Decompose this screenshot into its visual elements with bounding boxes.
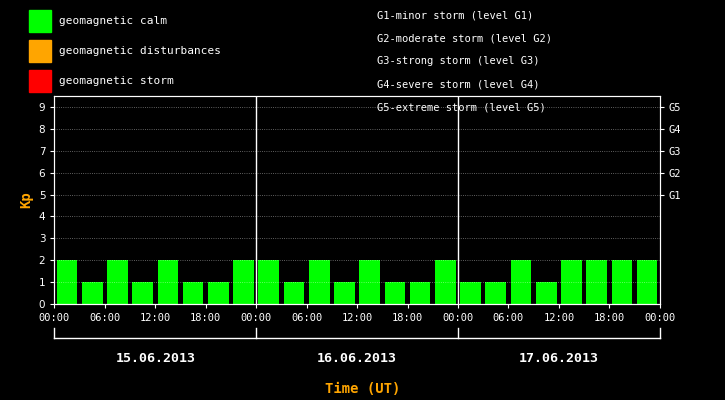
Bar [157,260,178,304]
Bar [233,260,254,304]
Bar [258,260,279,304]
Text: 15.06.2013: 15.06.2013 [115,352,195,364]
Bar [410,282,431,304]
Text: G1-minor storm (level G1): G1-minor storm (level G1) [377,10,534,20]
Y-axis label: Kp: Kp [19,192,33,208]
Bar [283,282,304,304]
Bar [435,260,456,304]
Bar [612,260,632,304]
Text: G3-strong storm (level G3): G3-strong storm (level G3) [377,56,539,66]
Text: G5-extreme storm (level G5): G5-extreme storm (level G5) [377,103,546,113]
Text: G2-moderate storm (level G2): G2-moderate storm (level G2) [377,33,552,43]
Text: 17.06.2013: 17.06.2013 [519,352,599,364]
Text: G4-severe storm (level G4): G4-severe storm (level G4) [377,80,539,90]
Text: Time (UT): Time (UT) [325,382,400,396]
Bar [587,260,607,304]
Bar [536,282,557,304]
Bar [208,282,228,304]
Bar [561,260,581,304]
Bar [460,282,481,304]
Bar [360,260,380,304]
Text: geomagnetic disturbances: geomagnetic disturbances [59,46,221,56]
Bar [57,260,78,304]
Bar [183,282,204,304]
Text: 16.06.2013: 16.06.2013 [317,352,397,364]
Bar [384,282,405,304]
Bar [107,260,128,304]
Text: geomagnetic storm: geomagnetic storm [59,76,174,86]
Bar [510,260,531,304]
Bar [133,282,153,304]
Bar [82,282,102,304]
Text: geomagnetic calm: geomagnetic calm [59,16,167,26]
Bar [309,260,330,304]
Bar [486,282,506,304]
Bar [334,282,355,304]
Bar [637,260,658,304]
